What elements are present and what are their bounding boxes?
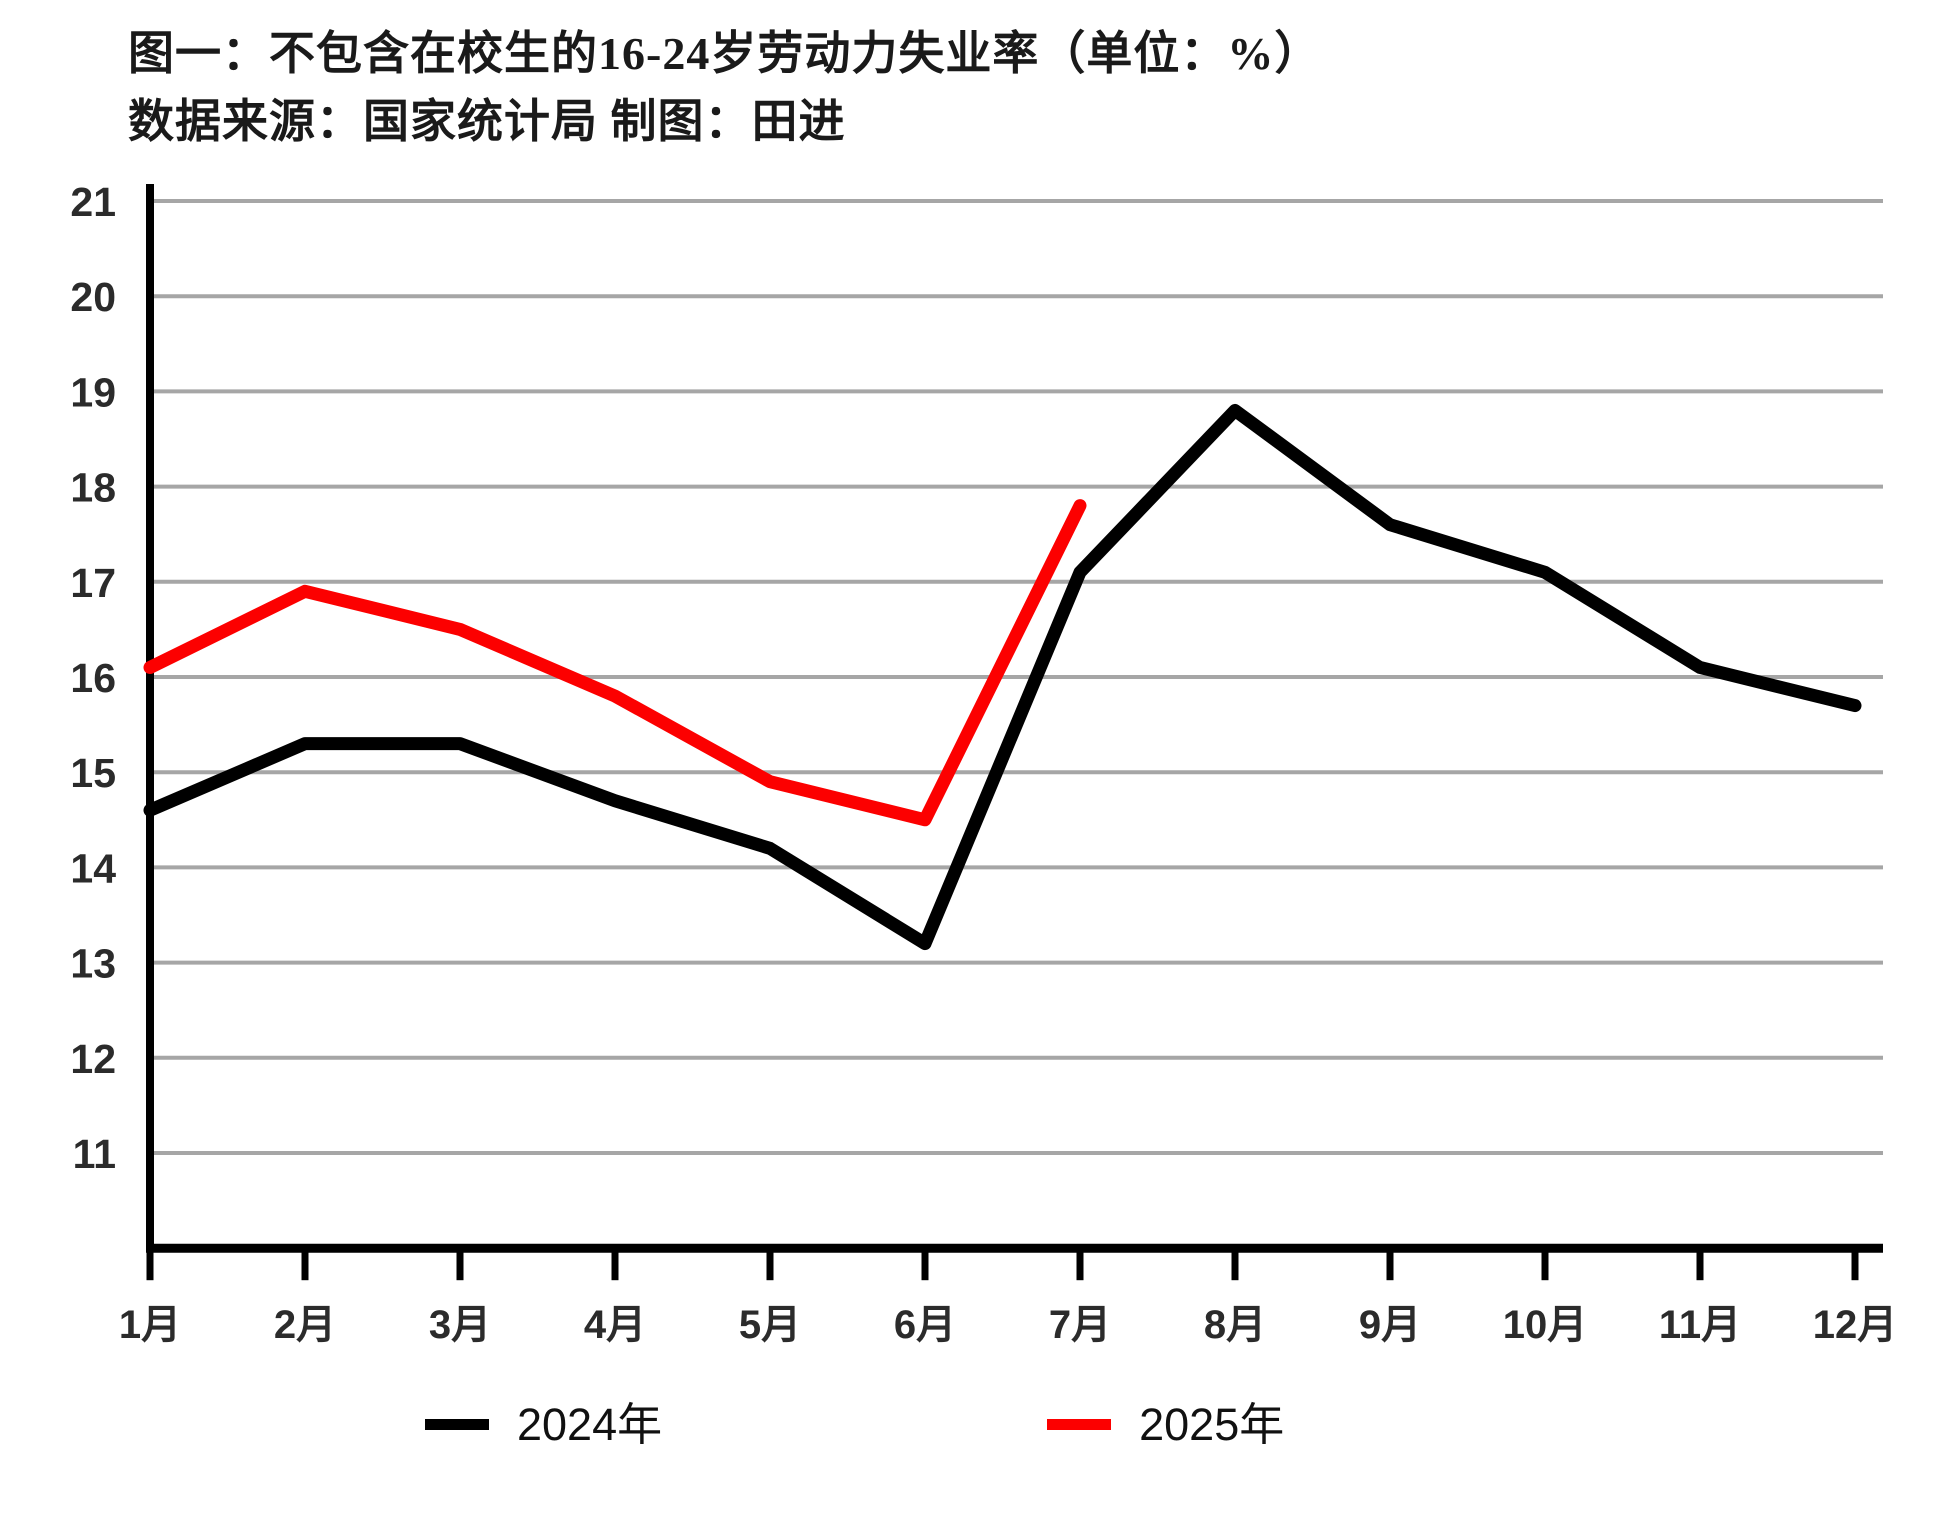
chart-source-note: 数据来源：国家统计局 制图：田进 — [128, 96, 846, 148]
x-axis-tick-label-1: 1月 — [119, 1303, 181, 1347]
x-axis-tick-label-2: 2月 — [274, 1303, 336, 1347]
legend-item-2025: 2025年 — [1047, 1402, 1284, 1447]
x-axis-tick-label-8: 8月 — [1204, 1303, 1266, 1347]
y-axis-tick-label-20: 20 — [70, 274, 116, 320]
y-axis-tick-label-11: 11 — [73, 1131, 116, 1177]
legend-label-2024: 2024年 — [517, 1399, 663, 1451]
y-axis-tick-label-15: 15 — [70, 750, 116, 796]
y-axis-tick-label-21: 21 — [70, 179, 116, 225]
series-line-2024年 — [143, 404, 1862, 951]
x-axis-tick-label-12: 12月 — [1813, 1303, 1898, 1347]
y-axis-tick-label-12: 12 — [70, 1036, 116, 1082]
legend-item-2024: 2024年 — [425, 1402, 662, 1447]
chart-title: 图一：不包含在校生的16-24岁劳动力失业率（单位：%） — [128, 28, 1322, 79]
plot-area-container: 11 12 13 14 15 16 17 18 19 20 21 1月 2月 3月 4月 5月 6月 7月 8月 9月… — [0, 156, 1947, 1396]
x-axis-tick-label-5: 5月 — [739, 1303, 801, 1347]
x-axis-tick-label-3: 3月 — [429, 1303, 491, 1347]
y-axis-tick-label-19: 19 — [70, 370, 116, 416]
legend-swatch-2025 — [1047, 1419, 1112, 1431]
x-axis-tick-label-6: 6月 — [894, 1303, 956, 1347]
chart-header: 图一：不包含在校生的16-24岁劳动力失业率（单位：%） 数据来源：国家统计局 … — [0, 0, 1947, 156]
y-axis-tick-label-14: 14 — [70, 846, 116, 892]
legend-label-2025: 2025年 — [1139, 1399, 1285, 1451]
series-line-2025年 — [143, 499, 1087, 827]
x-axis-tick-label-4: 4月 — [584, 1303, 646, 1347]
x-axis-tick-label-9: 9月 — [1359, 1303, 1421, 1347]
legend-swatch-2024 — [425, 1419, 489, 1431]
line-chart: 11 12 13 14 15 16 17 18 19 20 21 1月 2月 3月 4月 5月 6月 7月 8月 9月… — [70, 179, 1898, 1347]
y-axis-tick-label-16: 16 — [70, 655, 116, 701]
x-axis-tick-label-10: 10月 — [1503, 1303, 1588, 1347]
y-axis-tick-label-13: 13 — [70, 941, 116, 987]
x-axis-tick-label-7: 7月 — [1049, 1303, 1111, 1347]
chart-legend: 2024年 2025年 — [0, 1402, 1947, 1447]
x-axis-tick-label-11: 11月 — [1659, 1303, 1741, 1347]
y-axis-tick-label-17: 17 — [70, 560, 116, 606]
y-axis-tick-label-18: 18 — [70, 465, 116, 511]
